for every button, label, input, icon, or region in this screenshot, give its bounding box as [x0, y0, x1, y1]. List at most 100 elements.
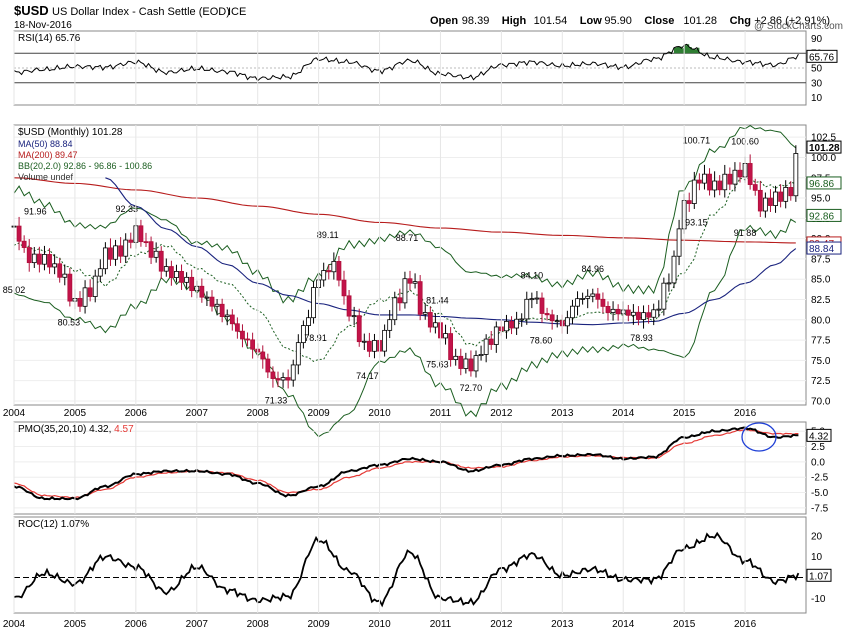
candle-body — [245, 338, 250, 341]
rsi-tick-label: 90 — [811, 34, 823, 45]
rsi-line — [13, 43, 799, 82]
candle-body — [549, 314, 555, 322]
candle-body — [773, 191, 778, 206]
candle-body — [615, 308, 621, 315]
candle-body — [691, 179, 697, 204]
ohlc-label: Open — [430, 15, 458, 27]
price-tag-box — [806, 176, 842, 190]
candle-body — [108, 247, 113, 260]
price-annotation: 78.91 — [304, 333, 327, 343]
candle-body — [453, 355, 459, 361]
rsi-overbought-fill — [668, 44, 710, 54]
candle-body — [732, 169, 738, 185]
pmo-tick-label: 2.5 — [811, 442, 825, 453]
rsi-tick-label: 30 — [811, 78, 823, 89]
price-tag-box — [806, 241, 842, 255]
candle-body — [671, 255, 677, 284]
price-annotation: 100.71 — [683, 136, 711, 146]
roc-panel — [13, 516, 807, 614]
candle-body — [580, 298, 586, 300]
candle-body — [392, 297, 398, 321]
price-tag-value: 92.86 — [809, 211, 834, 222]
candle-body — [382, 329, 388, 352]
price-annotation: 89.11 — [317, 230, 339, 240]
year-label: 2013 — [551, 408, 574, 419]
candle-body — [351, 315, 357, 318]
roc-tick-label: -10 — [811, 594, 826, 605]
price-annotation: 88.71 — [396, 233, 419, 243]
year-label: 2009 — [307, 619, 330, 630]
candle-body — [524, 298, 530, 320]
candle-body — [747, 163, 753, 185]
roc-title: ROC(12) 1.07% — [18, 519, 89, 530]
x-axis: 2004 2004 2005 2005 2006 2006 2007 2007 2008 2008… — [3, 31, 757, 630]
year-label: 2005 — [64, 408, 87, 419]
candle-body — [666, 282, 672, 285]
candle-body — [514, 318, 520, 329]
candle-body — [21, 240, 27, 248]
candle-body — [290, 364, 296, 381]
candle-body — [356, 315, 362, 343]
chart-date: 18-Nov-2016 — [14, 20, 72, 31]
year-label: 2007 — [186, 408, 209, 419]
ohlc-label: Low — [580, 15, 602, 27]
candle-body — [341, 279, 347, 297]
candle-body — [204, 296, 210, 299]
candle-body — [113, 245, 118, 260]
rsi-title: RSI(14) 65.76 — [18, 33, 81, 44]
candle-body — [600, 298, 606, 307]
candle-body — [285, 377, 291, 381]
candle-body — [793, 153, 799, 197]
candle-body — [778, 191, 784, 202]
year-label: 2009 — [307, 408, 330, 419]
candle-body — [67, 273, 73, 302]
pmo-tick-label: -2.5 — [811, 473, 829, 484]
roc-tick-label: 20 — [811, 531, 823, 542]
candle-body — [757, 189, 763, 212]
year-label: 2015 — [673, 619, 696, 630]
ohlc-value: 101.54 — [534, 15, 568, 27]
candle-body — [544, 313, 550, 316]
candle-body — [590, 293, 596, 297]
candle-body — [504, 321, 509, 332]
candle-body — [189, 276, 195, 292]
candle-body — [554, 320, 560, 323]
candle-body — [31, 253, 37, 264]
candle-body — [321, 270, 327, 281]
roc-current-value: 1.07 — [809, 571, 829, 582]
candle-body — [77, 298, 83, 307]
ohlc-value: 98.39 — [462, 15, 490, 27]
candle-body — [199, 285, 205, 298]
candle-body — [229, 314, 235, 325]
year-label: 2016 — [734, 619, 757, 630]
symbol: $USD — [14, 3, 49, 18]
candle-body — [585, 295, 591, 299]
year-label: 2006 — [125, 408, 148, 419]
price-annotation: 72.70 — [460, 383, 483, 393]
candle-body — [427, 312, 433, 328]
candle-body — [458, 355, 464, 369]
candle-body — [224, 314, 230, 317]
candle-body — [387, 319, 393, 331]
pmo-current-value: 4.32 — [809, 431, 829, 442]
price-tick-label: 87.5 — [811, 254, 831, 265]
candle-body — [209, 296, 215, 307]
year-label: 2010 — [368, 408, 391, 419]
candle-body — [158, 250, 164, 272]
candle-body — [443, 333, 448, 339]
year-label: 2006 — [125, 619, 148, 630]
price-tick-label: 77.5 — [811, 336, 831, 347]
ohlc-label: Chg — [730, 15, 751, 27]
candle-body — [265, 358, 271, 373]
pmo-tick-label: 0.0 — [811, 457, 825, 468]
ma200-line — [13, 177, 796, 244]
candle-body — [712, 180, 718, 191]
candle-body — [174, 271, 179, 278]
ohlc-value: 101.28 — [683, 15, 717, 27]
rsi-layer: 103050709065.76 — [13, 34, 838, 104]
price-tick-label: 82.5 — [811, 295, 831, 306]
roc-tick-label: 10 — [811, 552, 823, 563]
candle-body — [240, 330, 245, 340]
price-annotation: 84.96 — [582, 264, 605, 274]
year-label: 2013 — [551, 619, 574, 630]
